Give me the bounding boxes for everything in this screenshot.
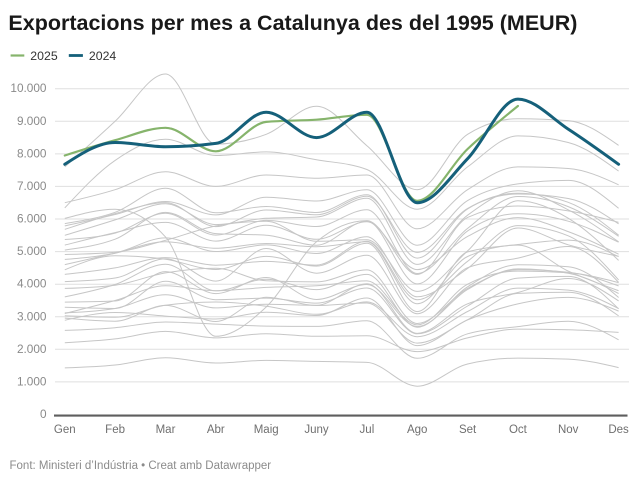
svg-text:4.000: 4.000: [17, 277, 47, 291]
svg-text:2.000: 2.000: [17, 342, 47, 356]
svg-text:Abr: Abr: [207, 424, 225, 436]
svg-text:Feb: Feb: [105, 424, 125, 436]
svg-text:Maig: Maig: [254, 424, 279, 436]
svg-text:Juny: Juny: [304, 424, 329, 436]
svg-text:6.000: 6.000: [17, 212, 47, 226]
svg-text:Oct: Oct: [509, 424, 528, 436]
svg-text:9.000: 9.000: [17, 114, 47, 128]
svg-text:Des: Des: [608, 424, 629, 436]
svg-text:Gen: Gen: [54, 424, 76, 436]
svg-text:0: 0: [40, 407, 47, 421]
svg-text:Jul: Jul: [360, 424, 375, 436]
svg-text:Font: Ministeri d’Indústria •: Font: Ministeri d’Indústria • Creat amb …: [10, 460, 272, 472]
svg-text:Set: Set: [459, 424, 477, 436]
svg-text:8.000: 8.000: [17, 146, 47, 160]
svg-text:Mar: Mar: [156, 424, 176, 436]
svg-text:7.000: 7.000: [17, 179, 47, 193]
svg-text:Exportacions per mes a Catalun: Exportacions per mes a Catalunya des del…: [8, 11, 577, 35]
svg-text:3.000: 3.000: [17, 309, 47, 323]
svg-text:10.000: 10.000: [10, 81, 47, 95]
svg-text:Ago: Ago: [407, 424, 427, 436]
svg-text:5.000: 5.000: [17, 244, 47, 258]
svg-text:2025: 2025: [30, 49, 58, 63]
svg-text:1.000: 1.000: [17, 374, 47, 388]
svg-text:2024: 2024: [89, 49, 117, 63]
svg-text:Nov: Nov: [558, 424, 579, 436]
